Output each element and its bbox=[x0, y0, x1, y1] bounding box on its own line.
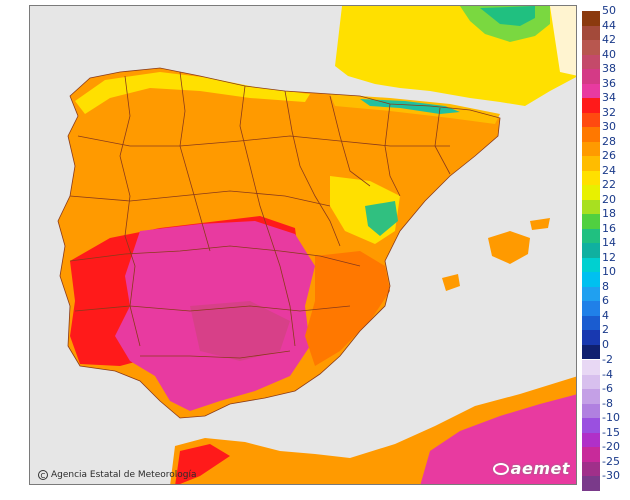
aemet-logo-icon bbox=[492, 462, 509, 475]
legend-tick-label: -30 bbox=[602, 469, 620, 482]
legend-swatch bbox=[582, 156, 600, 171]
legend-swatch bbox=[582, 286, 600, 301]
legend-swatch bbox=[582, 185, 600, 200]
legend-tick-label: -2 bbox=[602, 353, 613, 366]
legend-swatch bbox=[582, 403, 600, 418]
legend-swatch bbox=[582, 447, 600, 462]
north-africa-hot bbox=[420, 394, 576, 484]
credit-text: Agencia Estatal de Meteorología bbox=[51, 470, 197, 480]
legend-swatch bbox=[582, 360, 600, 375]
legend-swatch bbox=[582, 141, 600, 156]
legend-tick-label: 26 bbox=[602, 149, 616, 162]
legend-tick-label: 30 bbox=[602, 120, 616, 133]
guadalquivir-region bbox=[115, 221, 315, 411]
legend-swatch bbox=[582, 69, 600, 84]
legend-tick-label: -20 bbox=[602, 440, 620, 453]
map-canvas bbox=[57, 6, 576, 484]
legend-swatch bbox=[582, 214, 600, 229]
legend-swatch bbox=[582, 257, 600, 272]
legend-tick-label: -4 bbox=[602, 367, 613, 381]
temperature-map: C Agencia Estatal de Meteorología aemet bbox=[29, 5, 577, 485]
legend-swatch bbox=[582, 301, 600, 316]
legend-swatch bbox=[582, 54, 600, 69]
legend-tick-label: 42 bbox=[602, 33, 616, 46]
iberian-system-green bbox=[365, 201, 398, 236]
legend-swatch bbox=[582, 199, 600, 214]
legend-swatch bbox=[582, 11, 600, 26]
legend-tick-label: 16 bbox=[602, 221, 616, 235]
legend-tick-label: 0 bbox=[602, 337, 609, 351]
legend-tick-label: 50 bbox=[602, 4, 616, 17]
legend-tick-label: 28 bbox=[602, 134, 616, 148]
temperature-legend: 50 44 42 40 38 36 34 32 30 28 26 24 22 20 18 16 14 12 10 8 6… bbox=[582, 5, 630, 491]
legend-tick-label: -8 bbox=[602, 396, 613, 410]
legend-tick-label: 32 bbox=[602, 105, 616, 119]
north-coast-mild bbox=[75, 72, 310, 114]
province-borders bbox=[57, 67, 501, 419]
legend-tick-label: 14 bbox=[602, 236, 616, 249]
legend-tick-label: 4 bbox=[602, 308, 609, 322]
legend-tick-label: 20 bbox=[602, 192, 616, 206]
legend-tick-label: 24 bbox=[602, 163, 616, 177]
legend-swatch bbox=[582, 40, 600, 55]
legend-tick-label: -6 bbox=[602, 382, 613, 395]
legend-swatch bbox=[582, 25, 600, 40]
legend-tick-label: -25 bbox=[602, 454, 620, 468]
legend-swatch bbox=[582, 389, 600, 404]
legend-tick-label: 18 bbox=[602, 207, 616, 220]
legend-tick-label: 34 bbox=[602, 91, 616, 104]
legend-swatch bbox=[582, 243, 600, 258]
legend-tick-label: 36 bbox=[602, 76, 616, 90]
mallorca-island bbox=[488, 231, 530, 264]
legend-swatch bbox=[582, 344, 600, 359]
legend-swatch bbox=[582, 228, 600, 243]
ibiza-island bbox=[442, 274, 460, 291]
brand-text: aemet bbox=[510, 459, 570, 478]
north-africa-red bbox=[175, 444, 230, 484]
guadalquivir-core bbox=[190, 301, 290, 361]
menorca-island bbox=[530, 218, 550, 230]
legend-swatch bbox=[582, 330, 600, 345]
legend-tick-label: -10 bbox=[602, 411, 620, 424]
legend-swatch bbox=[582, 272, 600, 287]
legend-tick-label: 10 bbox=[602, 265, 616, 278]
legend-tick-label: 2 bbox=[602, 323, 609, 336]
legend-swatch bbox=[582, 98, 600, 113]
legend-swatch bbox=[582, 461, 600, 476]
legend-swatch bbox=[582, 374, 600, 389]
legend-swatch bbox=[582, 418, 600, 433]
legend-tick-label: 22 bbox=[602, 178, 616, 191]
legend-swatch bbox=[582, 112, 600, 127]
legend-tick-label: 40 bbox=[602, 47, 616, 61]
legend-swatch bbox=[582, 476, 600, 491]
legend-swatch bbox=[582, 170, 600, 185]
legend-swatch bbox=[582, 83, 600, 98]
legend-tick-label: 6 bbox=[602, 294, 609, 307]
legend-tick-label: 8 bbox=[602, 279, 609, 293]
east-edge bbox=[550, 6, 576, 76]
legend-tick-label: 12 bbox=[602, 250, 616, 264]
legend-swatch bbox=[582, 432, 600, 447]
legend-tick-label: 38 bbox=[602, 62, 616, 75]
southeast-coast bbox=[305, 251, 390, 366]
copyright-icon: C bbox=[38, 470, 48, 480]
legend-tick-label: -15 bbox=[602, 425, 620, 439]
credit-label: C Agencia Estatal de Meteorología bbox=[38, 470, 197, 480]
brand-logo: aemet bbox=[492, 459, 570, 478]
legend-tick-label: 44 bbox=[602, 18, 616, 32]
legend-swatch bbox=[582, 127, 600, 142]
alps-teal bbox=[480, 6, 535, 26]
legend-swatch bbox=[582, 315, 600, 330]
